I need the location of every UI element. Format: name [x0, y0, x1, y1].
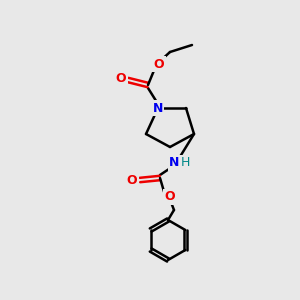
Text: O: O: [154, 58, 164, 70]
Text: H: H: [180, 157, 190, 169]
Text: O: O: [127, 173, 137, 187]
Text: N: N: [153, 101, 163, 115]
Text: O: O: [165, 190, 175, 203]
Text: N: N: [169, 157, 179, 169]
Text: O: O: [116, 73, 126, 85]
